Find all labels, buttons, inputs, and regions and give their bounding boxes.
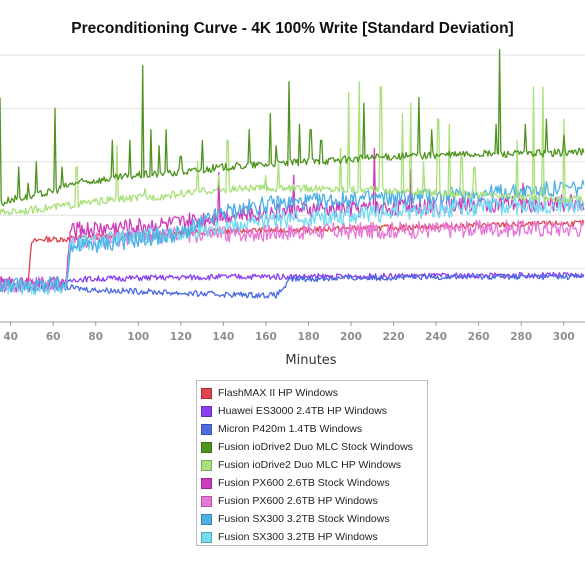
x-tick-label: 180 — [297, 331, 319, 343]
legend: FlashMAX II HP Windows Huawei ES3000 2.4T… — [196, 380, 428, 546]
x-tick-label: 140 — [212, 331, 234, 343]
chart-title: Preconditioning Curve - 4K 100% Write [S… — [71, 20, 514, 37]
legend-swatch — [201, 387, 212, 399]
x-tick-label: 260 — [468, 331, 490, 343]
legend-label: Fusion SX300 3.2TB Stock Windows — [218, 513, 390, 525]
legend-swatch — [201, 477, 212, 489]
legend-item: Micron P420m 1.4TB Windows — [197, 420, 427, 438]
legend-item: Fusion ioDrive2 Duo MLC HP Windows — [197, 456, 427, 474]
legend-swatch — [201, 405, 212, 417]
legend-label: Fusion ioDrive2 Duo MLC HP Windows — [218, 459, 402, 471]
legend-label: Fusion SX300 3.2TB HP Windows — [218, 531, 378, 543]
x-tick-label: 200 — [340, 331, 362, 343]
x-tick-label: 100 — [127, 331, 149, 343]
series-line-2 — [0, 273, 585, 299]
legend-item: Huawei ES3000 2.4TB HP Windows — [197, 402, 427, 420]
legend-swatch — [201, 441, 212, 453]
series-line-3 — [0, 49, 585, 207]
legend-label: Huawei ES3000 2.4TB HP Windows — [218, 405, 388, 417]
chart-plot-area: 40 60 80 100 120 140 160 180 200 220 240 260 280 300 … — [0, 49, 585, 368]
legend-swatch — [201, 513, 212, 525]
legend-item: FlashMAX II HP Windows — [197, 384, 427, 402]
series-line-4 — [0, 81, 584, 216]
x-tick-label: 160 — [255, 331, 277, 343]
series-line-7 — [0, 179, 585, 293]
legend-label: Micron P420m 1.4TB Windows — [218, 423, 363, 435]
x-tick-label: 240 — [425, 331, 447, 343]
grid — [0, 54, 585, 323]
series-line-5 — [0, 147, 585, 294]
legend-label: FlashMAX II HP Windows — [218, 387, 339, 399]
x-tick-label: 280 — [510, 331, 532, 343]
legend-swatch — [201, 459, 212, 471]
series-layer — [0, 49, 585, 299]
series-line-6 — [0, 219, 585, 294]
legend-item: Fusion ioDrive2 Duo MLC Stock Windows — [197, 438, 427, 456]
legend-swatch — [201, 423, 212, 435]
legend-item: Fusion SX300 3.2TB HP Windows — [197, 528, 427, 546]
legend-swatch — [201, 495, 212, 507]
legend-item: Fusion SX300 3.2TB Stock Windows — [197, 510, 427, 528]
x-axis-label: Minutes — [285, 353, 336, 368]
x-tick-label: 60 — [46, 331, 61, 343]
x-tick-label: 300 — [553, 331, 575, 343]
legend-label: Fusion ioDrive2 Duo MLC Stock Windows — [218, 441, 413, 453]
x-tick-label: 120 — [170, 331, 192, 343]
legend-swatch — [201, 531, 212, 543]
legend-item: Fusion PX600 2.6TB Stock Windows — [197, 474, 427, 492]
series-line-8 — [0, 195, 585, 296]
legend-label: Fusion PX600 2.6TB HP Windows — [218, 495, 378, 507]
legend-item: Fusion PX600 2.6TB HP Windows — [197, 492, 427, 510]
x-tick-label: 220 — [383, 331, 405, 343]
legend-label: Fusion PX600 2.6TB Stock Windows — [218, 477, 390, 489]
x-axis: 40 60 80 100 120 140 160 180 200 220 240 260 280 300 — [3, 322, 575, 343]
x-tick-label: 80 — [88, 331, 103, 343]
x-tick-label: 40 — [3, 331, 18, 343]
